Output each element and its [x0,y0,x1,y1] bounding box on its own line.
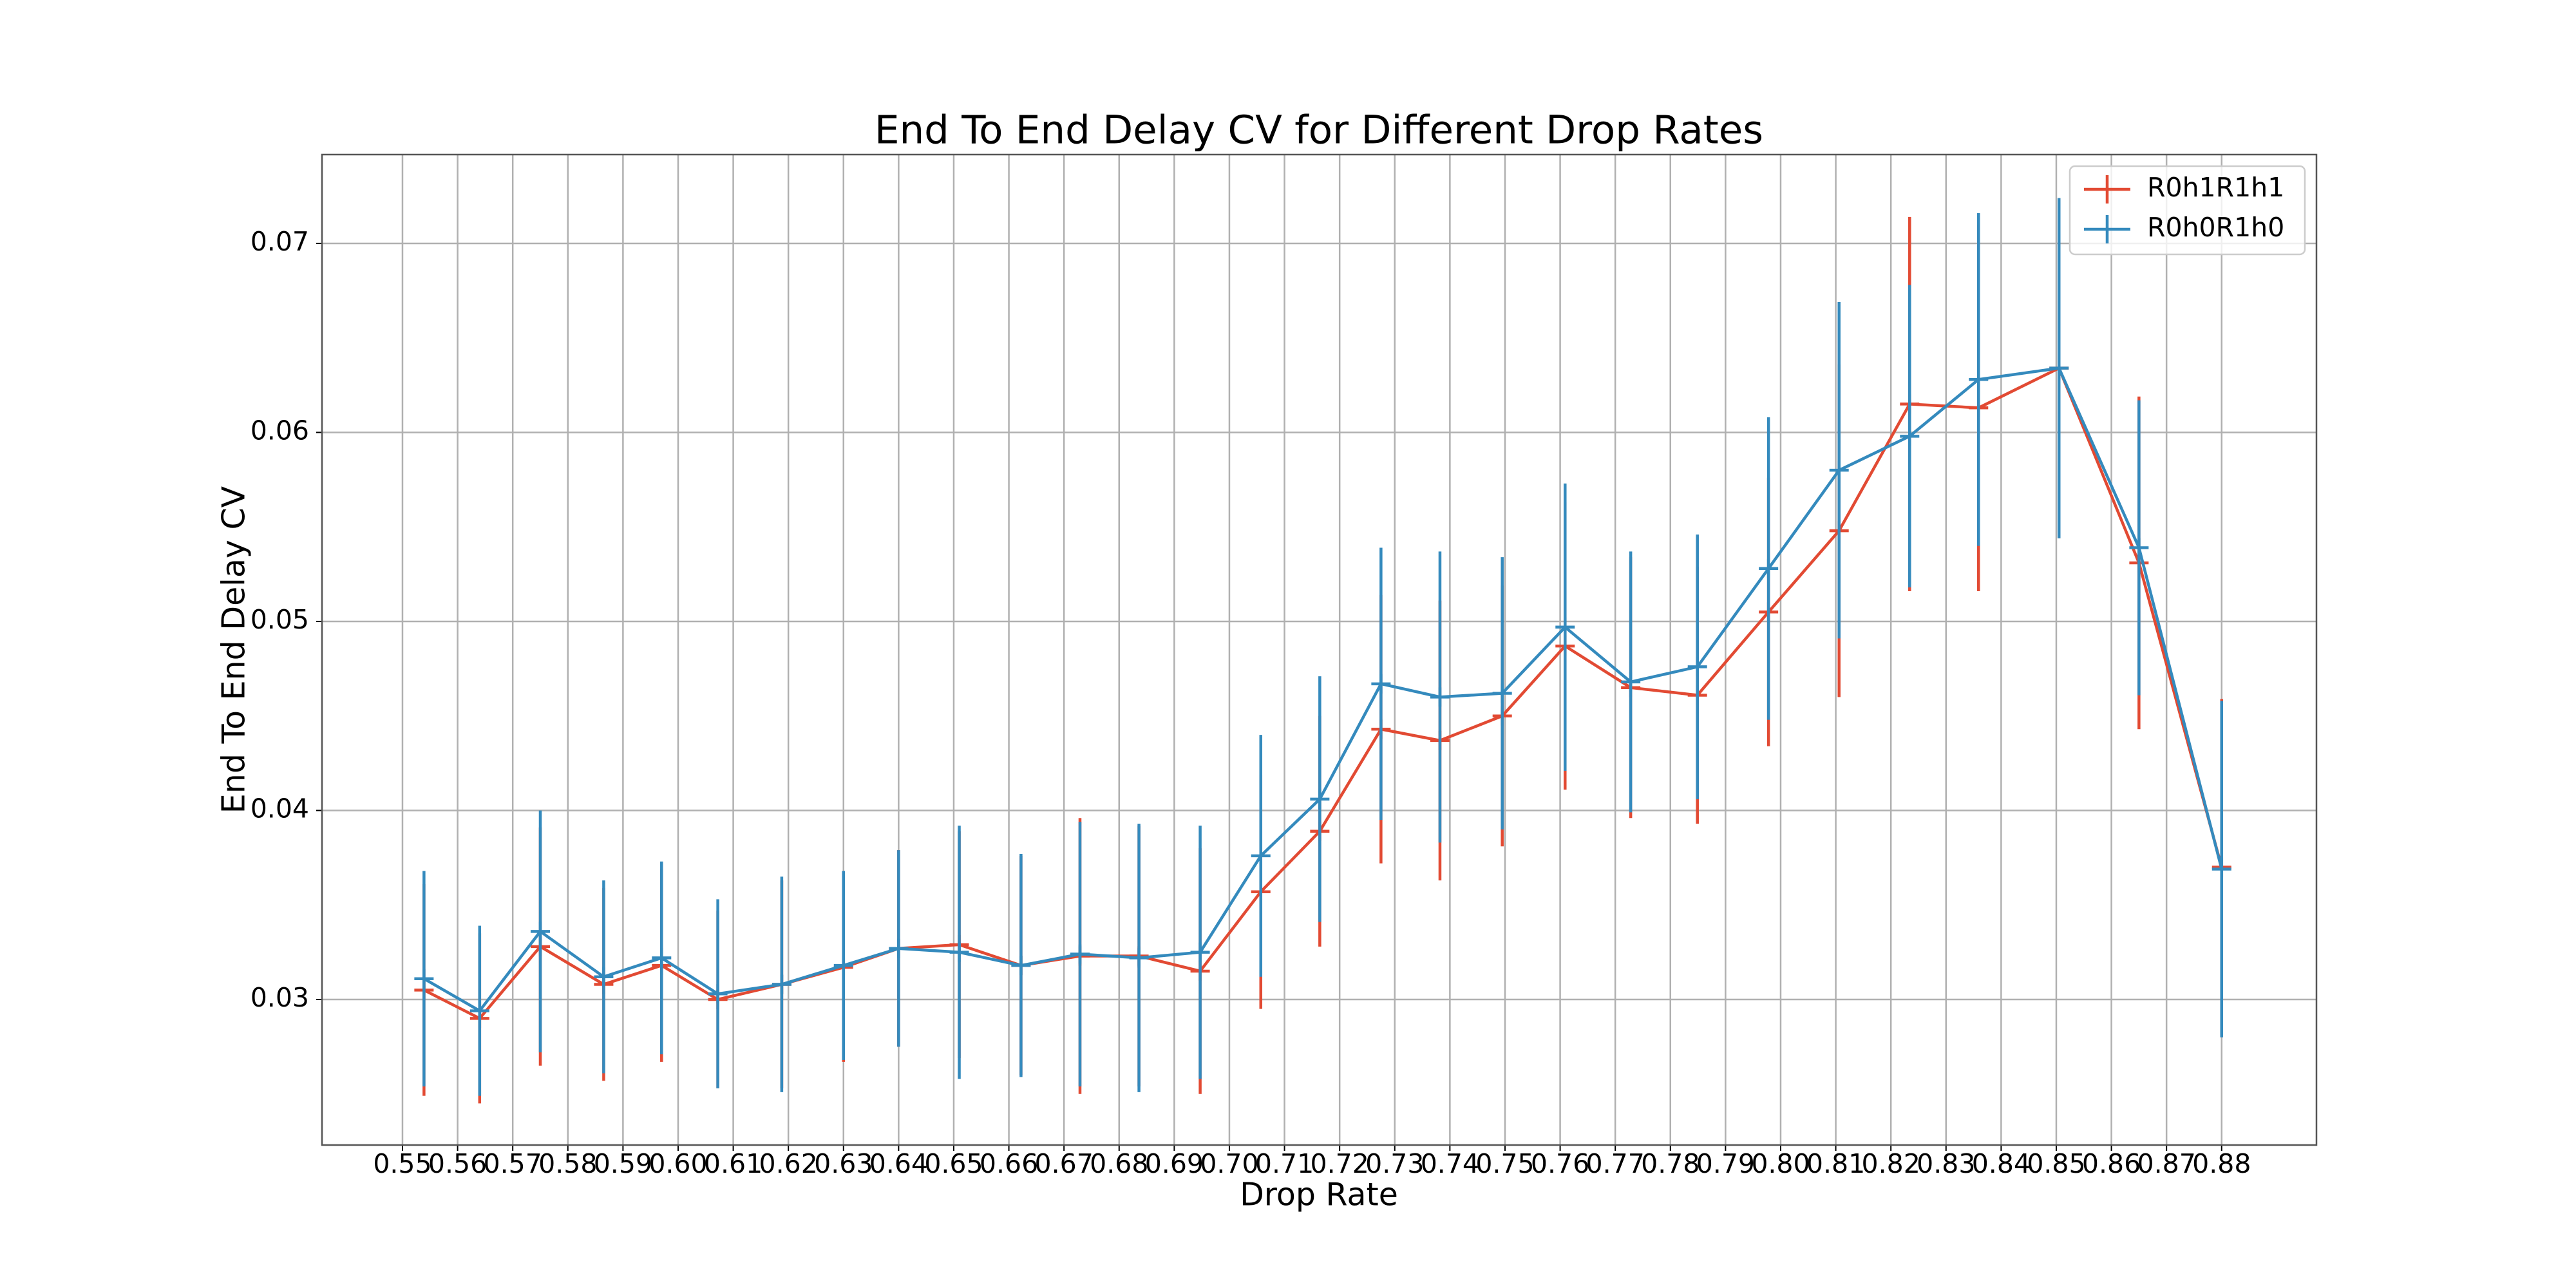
data-point [889,938,909,958]
data-point [2211,859,2231,879]
x-tick-label: 0.88 [2192,1148,2251,1179]
x-axis-label: Drop Rate [1240,1177,1398,1213]
x-tick-label: 0.67 [1035,1148,1094,1179]
y-tick-label: 0.05 [251,604,309,635]
y-tick-label: 0.03 [251,982,309,1013]
data-point [414,969,434,989]
x-tick-label: 0.57 [484,1148,542,1179]
x-tick-label: 0.84 [1972,1148,2031,1179]
x-tick-label: 0.60 [649,1148,707,1179]
data-point [1011,956,1031,976]
x-tick-label: 0.80 [1751,1148,1810,1179]
x-tick-label: 0.77 [1586,1148,1645,1179]
data-point [1900,426,1920,446]
x-tick-label: 0.81 [1806,1148,1865,1179]
x-tick-label: 0.70 [1200,1148,1258,1179]
data-point [1492,683,1512,703]
x-tick-label: 0.72 [1311,1148,1369,1179]
y-axis-label: End To End Delay CV [216,486,252,813]
x-tick-label: 0.62 [759,1148,818,1179]
x-tick-label: 0.86 [2082,1148,2141,1179]
data-point [833,956,853,976]
x-tick-label: 0.58 [538,1148,597,1179]
x-tick-label: 0.73 [1365,1148,1424,1179]
x-tick-label: 0.55 [373,1148,431,1179]
data-point [1190,942,1210,962]
data-point [708,984,728,1004]
data-point [772,974,791,994]
data-point [1759,558,1779,578]
x-tick-label: 0.65 [924,1148,983,1179]
x-tick-label: 0.83 [1917,1148,1975,1179]
x-tick-label: 0.68 [1090,1148,1148,1179]
y-tick-label: 0.06 [251,415,309,446]
data-point [1687,657,1707,677]
x-tick-label: 0.64 [869,1148,928,1179]
x-tick-label: 0.71 [1255,1148,1314,1179]
x-tick-label: 0.76 [1531,1148,1589,1179]
x-tick-label: 0.79 [1696,1148,1755,1179]
data-point [1430,687,1450,707]
y-tick-label: 0.04 [251,793,309,824]
x-tick-label: 0.69 [1145,1148,1204,1179]
x-tick-label: 0.63 [814,1148,873,1179]
y-tick-label: 0.07 [251,226,309,257]
data-point [652,948,672,968]
x-tick-label: 0.56 [428,1148,487,1179]
x-tick-label: 0.75 [1475,1148,1534,1179]
chart-title: End To End Delay CV for Different Drop R… [875,108,1763,153]
x-tick-label: 0.85 [2027,1148,2085,1179]
data-point [1829,460,1849,480]
data-point [2129,538,2149,558]
legend-label: R0h1R1h1 [2147,172,2284,203]
x-tick-label: 0.59 [594,1148,652,1179]
x-tick-label: 0.61 [704,1148,762,1179]
plot-frame [321,153,2318,1146]
data-point [949,942,969,962]
legend-label: R0h0R1h0 [2147,212,2284,243]
x-tick-label: 0.82 [1862,1148,1920,1179]
data-point [1070,944,1090,964]
x-tick-label: 0.78 [1641,1148,1700,1179]
x-tick-label: 0.87 [2137,1148,2196,1179]
data-point [1621,672,1641,692]
data-point [2049,358,2069,378]
data-point [1310,789,1330,809]
data-point [1555,617,1575,637]
data-point [469,1001,489,1021]
x-tick-label: 0.66 [980,1148,1038,1179]
x-tick-label: 0.74 [1421,1148,1479,1179]
data-point [1129,948,1149,968]
data-point [594,967,614,987]
data-point [1251,846,1271,866]
data-point [1371,674,1391,694]
data-point [1969,370,1989,390]
data-point [530,922,550,942]
